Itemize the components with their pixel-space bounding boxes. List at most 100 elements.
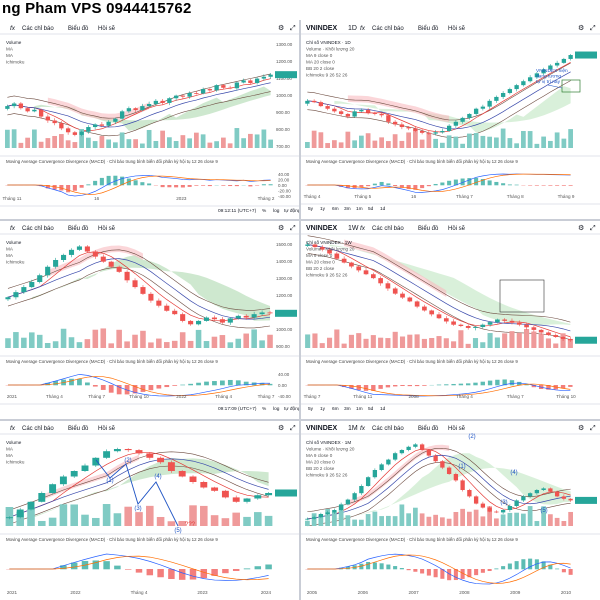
candle-body	[541, 488, 546, 490]
chart-panel-5[interactable]: fx Các chỉ báo Biểu đồ Hồi sẽ ⚙ ⤢ Volume MA MA Ic…	[0, 420, 300, 600]
candle-body	[38, 493, 46, 502]
macd-histogram-bar	[568, 385, 573, 387]
candle-body	[385, 283, 391, 289]
volume-bar	[487, 333, 493, 348]
candle-body	[453, 474, 459, 481]
candle-body	[480, 324, 486, 328]
candle-body	[25, 108, 30, 112]
candle-body	[500, 510, 506, 513]
volume-bar	[102, 504, 111, 526]
volume-bar	[338, 504, 344, 526]
macd-signal-line	[307, 173, 571, 192]
volume-bar	[392, 516, 398, 526]
candle-body	[473, 327, 478, 328]
candle-body	[92, 124, 98, 128]
volume-bar	[467, 133, 472, 148]
toolbar-fx: fx	[360, 225, 366, 232]
candle-body	[251, 314, 257, 318]
macd-histogram-bar	[70, 562, 78, 570]
candle-body	[167, 462, 175, 471]
candle-body	[446, 467, 452, 474]
volume-bar	[365, 133, 371, 148]
candle-body	[487, 100, 492, 107]
volume-bar	[372, 140, 378, 148]
wave-label: (5)	[540, 508, 547, 514]
volume-bar	[65, 140, 71, 148]
candle-body	[86, 127, 91, 132]
candle-body	[106, 121, 111, 126]
candle-body	[327, 249, 332, 254]
toolbar-compare: Biểu đồ	[418, 425, 439, 432]
candle-body	[79, 131, 84, 135]
volume-bar	[195, 329, 202, 348]
chart-panel-3[interactable]: fx Các chỉ báo Biểu đồ Hồi sẽ ⚙ ⤢ Volume MA MA Ic…	[0, 220, 300, 420]
candle-body	[406, 446, 411, 450]
macd-histogram-bar	[106, 175, 111, 186]
candle-body	[422, 306, 427, 311]
toolbar-replay: Hồi sẽ	[98, 26, 116, 32]
last-price-badge	[275, 71, 297, 79]
x-tick-label: 2010	[561, 590, 572, 595]
wave-label: (2)	[468, 434, 475, 440]
ma-slow-line	[307, 454, 571, 520]
candle-body	[124, 449, 132, 451]
volume-bar	[507, 138, 513, 148]
macd-histogram-bar	[267, 383, 273, 386]
legend-entry: Volume · Khối lượng 20	[306, 447, 355, 452]
candle-body	[487, 507, 492, 512]
volume-bar	[156, 516, 165, 526]
wave-annotations: (2) (1) (4) (3) (5)???	[95, 458, 196, 534]
macd-histogram-bar	[514, 184, 519, 186]
macd-histogram-bar	[164, 385, 170, 388]
volume-bar	[135, 512, 143, 526]
macd-tick-label: 0.00	[278, 383, 287, 388]
macd-histogram-bar	[509, 380, 515, 386]
price-tick-label: 1200.00	[276, 293, 293, 298]
x-tick-label: 2021	[7, 590, 18, 595]
range-button: 5d	[368, 206, 374, 212]
volume-bar	[221, 518, 230, 526]
volume-bar	[140, 330, 146, 348]
macd-histogram-bar	[521, 559, 526, 570]
toolbar-fx: fx	[10, 225, 16, 232]
chart-svg-4[interactable]: VNINDEX 1W fx Các chỉ báo Biểu đồ Hồi sẽ ⚙ ⤢ Chỉ…	[300, 220, 600, 420]
gear-icon: ⚙	[278, 24, 284, 32]
volume-bar	[254, 512, 262, 526]
candle-body	[413, 444, 418, 447]
macd-histogram-bar	[201, 185, 206, 186]
chart-panel-6[interactable]: VNINDEX 1M fx Các chỉ báo Biểu đồ Hồi sẽ ⚙ ⤢ Chỉ…	[300, 420, 600, 600]
range-button: 1d	[380, 206, 386, 212]
chart-panel-2[interactable]: VNINDEX 1D fx Các chỉ báo Biểu đồ Hồi sẽ ⚙ ⤢ Chỉ…	[300, 20, 600, 220]
macd-histogram-bar	[420, 185, 425, 189]
chart-svg-6[interactable]: VNINDEX 1M fx Các chỉ báo Biểu đồ Hồi sẽ ⚙ ⤢ Chỉ…	[300, 420, 600, 600]
range-button: 6m	[332, 406, 339, 412]
volume-bar	[27, 509, 35, 526]
volume-bar	[467, 511, 472, 526]
chart-panel-4[interactable]: VNINDEX 1W fx Các chỉ báo Biểu đồ Hồi sẽ ⚙ ⤢ Chỉ…	[300, 220, 600, 420]
macd-histogram-bar	[77, 378, 82, 386]
volume-bar	[92, 517, 100, 526]
candle-body	[5, 517, 13, 519]
macd-label: Moving Average Convergence Divergence (M…	[306, 159, 518, 164]
legend-entry: Ichimoku 9 26 52 26	[306, 473, 348, 478]
x-tick-label: 16	[94, 196, 100, 201]
macd-histogram-bar	[406, 569, 411, 571]
candle-body	[99, 124, 105, 126]
macd-histogram-bar	[235, 380, 241, 386]
panel-toolbar: VNINDEX 1M fx Các chỉ báo Biểu đồ Hồi sẽ ⚙ ⤢	[300, 420, 600, 435]
candle-body	[507, 89, 513, 93]
bollinger-lower-line	[307, 80, 571, 138]
macd-histogram-bar	[45, 382, 51, 386]
chart-panel-1[interactable]: fx Các chỉ báo Biểu đồ Hồi sẽ ⚙ ⤢ Volume MA MA Ic…	[0, 20, 300, 220]
volume-bar	[426, 132, 432, 148]
volume-bar	[116, 329, 122, 348]
volume-bar	[473, 133, 479, 148]
macd-histogram-bar	[466, 383, 471, 386]
chart-svg-2[interactable]: VNINDEX 1D fx Các chỉ báo Biểu đồ Hồi sẽ ⚙ ⤢ Chỉ…	[300, 20, 600, 220]
macd-histogram-bar	[494, 181, 499, 186]
toolbar-indicators: Các chỉ báo	[22, 25, 54, 32]
candle-body	[458, 324, 464, 326]
